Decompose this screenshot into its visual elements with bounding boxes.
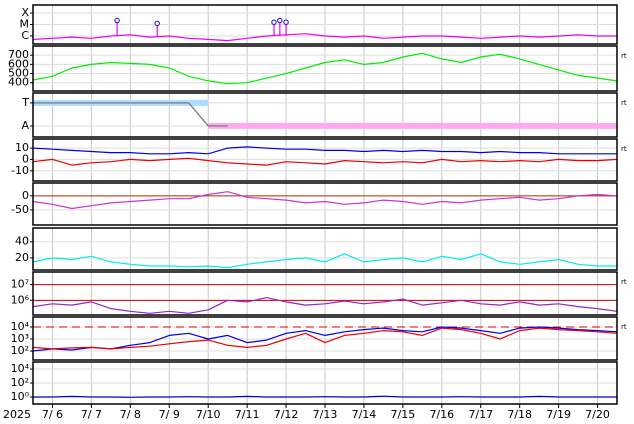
- flare-marker: [283, 19, 289, 25]
- series-line: [32, 52, 618, 85]
- y-tick-label: 0: [22, 152, 29, 165]
- y-tick-label: X: [21, 6, 29, 19]
- flare-marker: [114, 17, 120, 24]
- y-tick-label: 10⁰: [11, 390, 30, 403]
- y-tick-label: -10: [11, 164, 29, 177]
- y-tick-label: A: [21, 119, 29, 132]
- panel-frame: [32, 45, 618, 92]
- x-tick-label: 7/ 8: [120, 408, 141, 421]
- flare-marker: [277, 17, 283, 24]
- x-tick-label: 7/10: [196, 408, 221, 421]
- y-tick-label: 500: [8, 67, 29, 80]
- series-line: [32, 297, 618, 314]
- panel-frame: [32, 227, 618, 271]
- y-tick-label: 10²: [11, 344, 29, 357]
- series-line: [32, 191, 618, 210]
- panel-right-label: rt: [621, 323, 627, 331]
- series-line: [32, 146, 617, 155]
- y-tick-label: 10⁶: [11, 293, 30, 306]
- panel-frame: [32, 271, 618, 316]
- y-tick-label: 700: [8, 48, 29, 61]
- panel-right-label: rt: [621, 99, 627, 107]
- panel-right-label: rt: [621, 278, 627, 286]
- series-line: [32, 253, 617, 269]
- y-tick-label: C: [21, 29, 29, 42]
- series-line: [32, 327, 618, 350]
- x-tick-label: 7/15: [391, 408, 416, 421]
- panel-frame: [32, 4, 618, 45]
- y-tick-label: 10³: [11, 332, 29, 345]
- y-tick-label: T: [21, 96, 29, 109]
- y-tick-label: 40: [15, 235, 29, 248]
- panel-right-label: rt: [621, 145, 627, 153]
- series-line: [33, 395, 617, 398]
- panel-frame: [32, 92, 618, 138]
- y-tick-label: 10: [15, 141, 29, 154]
- y-tick-label: 400: [8, 76, 29, 89]
- x-tick-label: 7/ 6: [42, 408, 63, 421]
- panel-frame: [32, 316, 618, 361]
- y-tick-label: 10²: [11, 376, 29, 389]
- y-tick-label: 10⁷: [11, 278, 29, 291]
- y-tick-label: 20: [15, 251, 29, 264]
- x-tick-label: 7/14: [352, 408, 377, 421]
- flare-marker: [271, 19, 277, 25]
- x-tick-label: 7/11: [235, 408, 260, 421]
- y-tick-label: 10⁴: [11, 362, 30, 375]
- series-line: [32, 33, 617, 42]
- x-tick-label: 7/19: [546, 408, 571, 421]
- x-tick-label: 7/13: [313, 408, 338, 421]
- series-line: [33, 102, 228, 127]
- y-tick-label: M: [20, 18, 30, 31]
- x-tick-label: 7/ 7: [81, 408, 102, 421]
- x-tick-label: 7/ 9: [159, 408, 180, 421]
- series-line: [32, 326, 618, 352]
- y-tick-label: 600: [8, 57, 29, 70]
- y-tick-label: -50: [11, 203, 29, 216]
- x-tick-label: 7/12: [274, 408, 299, 421]
- y-tick-label: 10⁴: [11, 320, 30, 333]
- x-tick-label: 7/18: [507, 408, 532, 421]
- y-tick-label: 0: [22, 189, 29, 202]
- x-axis-year: 2025: [3, 408, 31, 421]
- panel-frame: [32, 182, 618, 226]
- panel-frame: [32, 138, 618, 182]
- x-tick-label: 7/20: [585, 408, 610, 421]
- x-tick-label: 7/17: [468, 408, 493, 421]
- series-line: [32, 157, 618, 166]
- panel-right-label: rt: [621, 52, 627, 60]
- x-tick-label: 7/16: [429, 408, 454, 421]
- flare-marker: [154, 20, 160, 27]
